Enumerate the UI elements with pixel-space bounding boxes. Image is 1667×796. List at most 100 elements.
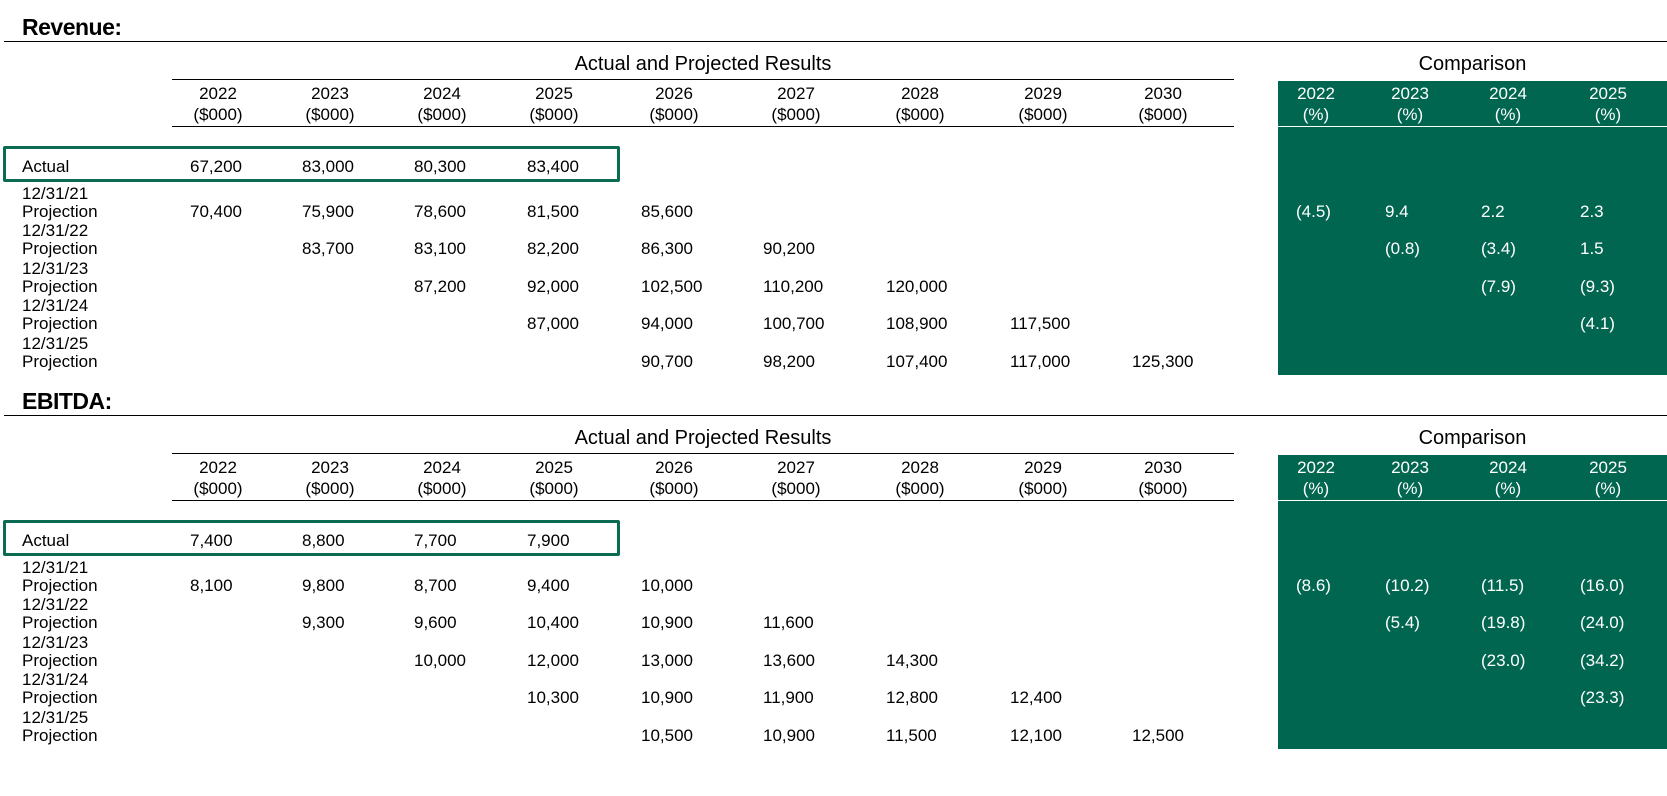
row-date: 12/31/23	[22, 633, 89, 652]
table-cell: 87,200	[414, 277, 466, 296]
header-underline	[172, 500, 1234, 501]
section-divider	[4, 41, 1667, 42]
section-divider	[4, 415, 1667, 416]
table-cell: 10,900	[641, 613, 693, 632]
column-year: 2028	[901, 84, 939, 103]
column-year: 2025	[535, 84, 573, 103]
table-cell: 70,400	[190, 202, 242, 221]
table-cell: 12,800	[886, 688, 938, 707]
comparison-column-header: 2024 (%)	[1473, 83, 1543, 125]
column-header: 2028 ($000)	[865, 457, 975, 499]
table-cell: 92,000	[527, 277, 579, 296]
table-cell: 83,100	[414, 239, 466, 258]
column-header: 2024 ($000)	[387, 83, 497, 125]
table-cell: 83,400	[527, 157, 579, 176]
column-year: 2029	[1024, 458, 1062, 477]
column-header: 2027 ($000)	[741, 83, 851, 125]
table-cell: 9,600	[414, 613, 457, 632]
comparison-year: 2022	[1297, 458, 1335, 477]
comparison-unit: (%)	[1396, 479, 1424, 498]
column-header: 2029 ($000)	[988, 457, 1098, 499]
comparison-year: 2024	[1489, 84, 1527, 103]
table-cell: 12,500	[1132, 726, 1184, 745]
column-year: 2030	[1144, 458, 1182, 477]
column-header: 2026 ($000)	[619, 83, 729, 125]
column-unit: ($000)	[895, 479, 945, 498]
table-cell: 102,500	[641, 277, 703, 296]
column-unit: ($000)	[417, 105, 467, 124]
comparison-year: 2023	[1391, 458, 1429, 477]
section-title: Revenue:	[22, 14, 122, 40]
comparison-column-header: 2025 (%)	[1573, 83, 1643, 125]
comparison-unit: (%)	[1494, 479, 1522, 498]
column-unit: ($000)	[529, 105, 579, 124]
group-title-underline	[172, 79, 1234, 80]
row-label: Actual	[22, 531, 70, 550]
comparison-year: 2024	[1489, 458, 1527, 477]
table-cell: 107,400	[886, 352, 948, 371]
table-cell: 9,800	[302, 576, 345, 595]
comparison-cell: (19.8)	[1481, 613, 1526, 632]
column-year: 2028	[901, 458, 939, 477]
column-year: 2029	[1024, 84, 1062, 103]
column-unit: ($000)	[649, 105, 699, 124]
table-cell: 117,000	[1010, 352, 1071, 371]
row-date: 12/31/24	[22, 296, 89, 315]
comparison-cell: 2.2	[1481, 202, 1505, 221]
table-cell: 12,400	[1010, 688, 1062, 707]
column-header: 2030 ($000)	[1108, 457, 1218, 499]
comparison-column-header: 2025 (%)	[1573, 457, 1643, 499]
header-underline	[172, 126, 1234, 127]
table-cell: 87,000	[527, 314, 579, 333]
column-header: 2029 ($000)	[988, 83, 1098, 125]
table-cell: 7,400	[190, 531, 233, 550]
row-label: Projection	[22, 726, 98, 745]
table-cell: 94,000	[641, 314, 693, 333]
comparison-unit: (%)	[1494, 105, 1522, 124]
comparison-title: Comparison	[1418, 53, 1527, 75]
column-unit: ($000)	[649, 479, 699, 498]
comparison-cell: (0.8)	[1385, 239, 1420, 258]
table-cell: 75,900	[302, 202, 354, 221]
table-cell: 10,000	[414, 651, 466, 670]
comparison-cell: (23.0)	[1481, 651, 1526, 670]
table-cell: 8,800	[302, 531, 345, 550]
table-cell: 12,100	[1010, 726, 1062, 745]
table-cell: 8,700	[414, 576, 457, 595]
column-year: 2024	[423, 458, 461, 477]
comparison-cell: (7.9)	[1481, 277, 1516, 296]
column-header: 2022 ($000)	[163, 83, 273, 125]
group-title-underline	[172, 453, 1234, 454]
table-section-revenue: Revenue: Actual and Projected Results 2022…	[0, 0, 1667, 375]
table-cell: 85,600	[641, 202, 693, 221]
column-year: 2022	[199, 84, 237, 103]
comparison-cell: (4.1)	[1580, 314, 1615, 333]
row-date: 12/31/21	[22, 558, 89, 577]
comparison-cell: (5.4)	[1385, 613, 1420, 632]
row-label: Projection	[22, 688, 98, 707]
column-year: 2023	[311, 84, 349, 103]
row-date: 12/31/23	[22, 259, 89, 278]
column-header: 2026 ($000)	[619, 457, 729, 499]
comparison-cell: (10.2)	[1385, 576, 1430, 595]
actual-row-highlight	[3, 520, 620, 556]
table-cell: 90,700	[641, 352, 693, 371]
table-section-ebitda: EBITDA: Actual and Projected Results 2022 (…	[0, 374, 1667, 749]
table-cell: 100,700	[763, 314, 825, 333]
column-unit: ($000)	[417, 479, 467, 498]
section-title: EBITDA:	[22, 388, 112, 414]
table-cell: 9,400	[527, 576, 570, 595]
comparison-cell: 2.3	[1580, 202, 1604, 221]
row-date: 12/31/24	[22, 670, 89, 689]
table-cell: 10,500	[641, 726, 693, 745]
comparison-panel	[1278, 81, 1667, 375]
group-title: Actual and Projected Results	[574, 53, 832, 75]
column-unit: ($000)	[1138, 105, 1188, 124]
comparison-cell: (3.4)	[1481, 239, 1516, 258]
table-cell: 7,900	[527, 531, 570, 550]
row-date: 12/31/22	[22, 595, 89, 614]
table-cell: 11,900	[763, 688, 814, 707]
comparison-cell: (9.3)	[1580, 277, 1615, 296]
table-cell: 90,200	[763, 239, 815, 258]
comparison-header-underline	[1278, 500, 1667, 501]
